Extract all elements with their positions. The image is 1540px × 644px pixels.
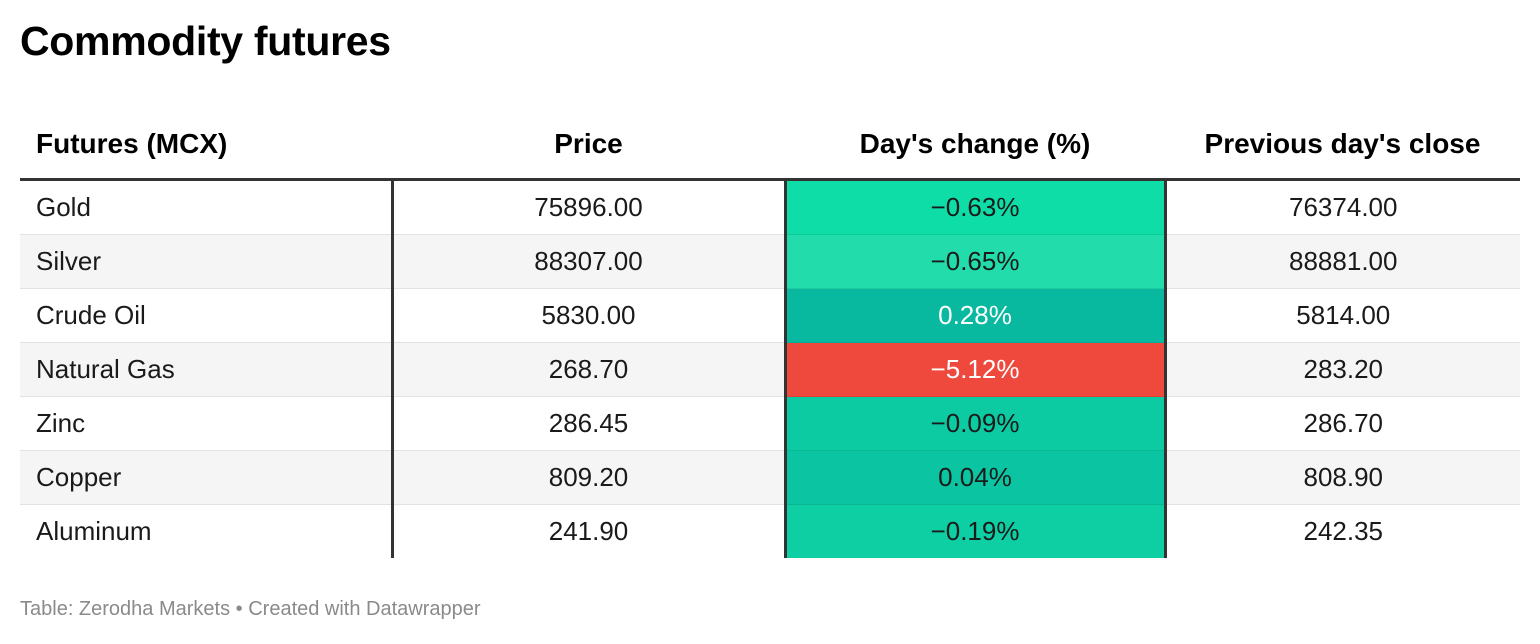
table-row: Aluminum 241.90 −0.19% 242.35 [20, 504, 1520, 558]
cell-days-change: 0.28% [785, 288, 1167, 343]
cell-commodity-name: Natural Gas [20, 342, 394, 397]
commodity-table: Futures (MCX) Price Day's change (%) Pre… [20, 110, 1520, 558]
table-row: Silver 88307.00 −0.65% 88881.00 [20, 234, 1520, 289]
cell-previous-close: 808.90 [1165, 450, 1520, 505]
cell-previous-close: 283.20 [1165, 342, 1520, 397]
cell-previous-close: 242.35 [1303, 516, 1384, 546]
cell-commodity-name: Crude Oil [20, 288, 394, 343]
cell-days-change: −0.09% [785, 396, 1167, 451]
cell-commodity-name: Aluminum [20, 504, 394, 558]
column-header-price[interactable]: Price [392, 110, 785, 181]
table-row: Zinc 286.45 −0.09% 286.70 [20, 396, 1520, 451]
cell-days-change: −0.63% [785, 179, 1167, 235]
column-header-days-change[interactable]: Day's change (%) [785, 110, 1165, 181]
source-footer: Table: Zerodha Markets • Created with Da… [20, 598, 481, 620]
column-header-futures[interactable]: Futures (MCX) [20, 110, 392, 181]
cell-previous-close: 88881.00 [1165, 234, 1520, 289]
cell-price: 286.45 [392, 396, 787, 451]
cell-commodity-name: Zinc [20, 396, 394, 451]
column-header-previous-close[interactable]: Previous day's close [1165, 110, 1520, 181]
cell-days-change: −5.12% [785, 342, 1167, 397]
table-row: Natural Gas 268.70 −5.12% 283.20 [20, 342, 1520, 397]
cell-price: 5830.00 [392, 288, 787, 343]
cell-price: 809.20 [392, 450, 787, 505]
table-row: Gold 75896.00 −0.63% 76374.00 [20, 179, 1520, 235]
cell-days-change: 0.04% [785, 450, 1167, 505]
cell-price: 268.70 [392, 342, 787, 397]
cell-previous-close: 5814.00 [1165, 288, 1520, 343]
cell-commodity-name: Silver [20, 234, 394, 289]
cell-previous-close: 286.70 [1165, 396, 1520, 451]
cell-commodity-name: Copper [20, 450, 394, 505]
header-row: Futures (MCX) Price Day's change (%) Pre… [20, 110, 1520, 181]
cell-days-change: −0.65% [785, 234, 1167, 289]
cell-previous-close: 76374.00 [1165, 179, 1520, 235]
chart-title: Commodity futures [20, 18, 391, 64]
cell-price: 75896.00 [392, 179, 787, 235]
table-body: Gold 75896.00 −0.63% 76374.00 Silver 88307.00… [20, 179, 1520, 558]
cell-days-change: −0.19% [785, 504, 1167, 558]
cell-commodity-name: Gold [20, 179, 394, 235]
table-row: Crude Oil 5830.00 0.28% 5814.00 [20, 288, 1520, 343]
table-row: Copper 809.20 0.04% 808.90 [20, 450, 1520, 505]
cell-price: 88307.00 [392, 234, 787, 289]
cell-price: 241.90 [392, 504, 787, 558]
